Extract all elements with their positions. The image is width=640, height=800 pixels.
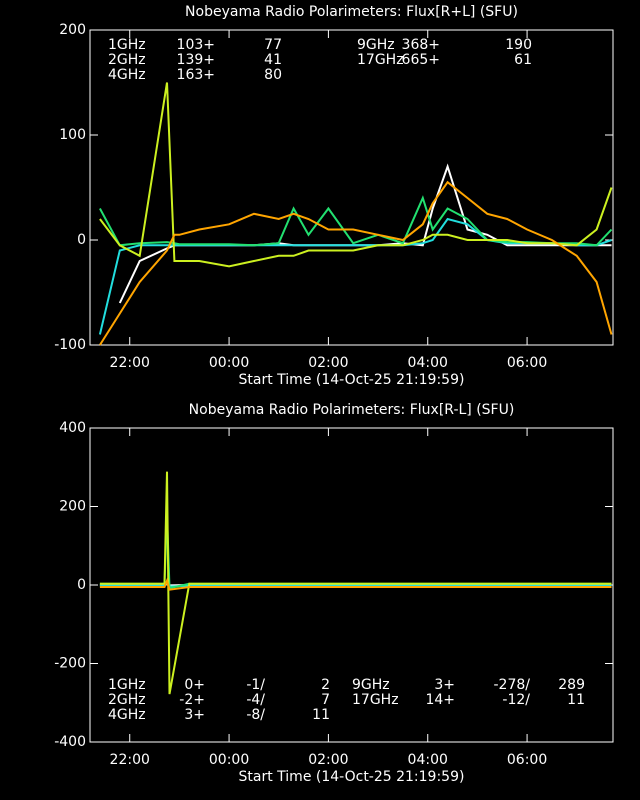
legend-label: 1GHz [108,677,146,693]
x-tick-label: 04:00 [408,752,448,768]
x-tick-label: 02:00 [308,355,348,371]
legend-label: 4GHz [108,67,146,83]
plot-frame [89,29,614,346]
series-line [99,195,613,247]
legend-value: 11 [567,692,585,708]
y-tick-label: 200 [59,22,86,38]
legend-label: 9GHz [357,37,395,53]
legend-value: -278/ [494,677,531,693]
y-tick-label: -200 [54,656,86,672]
x-tick-label: 06:00 [507,355,547,371]
legend-value: 80 [264,67,282,83]
series-line [99,471,612,695]
legend-value: -12/ [502,692,530,708]
legend-label: 2GHz [108,692,146,708]
y-tick-label: -100 [54,337,86,353]
legend-label: 2GHz [108,52,146,68]
legend-value: 289 [558,677,585,693]
series-line [99,577,612,591]
legend-value: 14+ [425,692,455,708]
y-tick-label: 0 [77,577,86,593]
legend-label: 4GHz [108,707,146,723]
legend-value: 163+ [177,67,215,83]
series-line [99,514,612,590]
x-tick-label: 04:00 [408,355,448,371]
legend-value: 61 [514,52,532,68]
y-tick-label: 0 [77,232,86,248]
y-tick-label: 400 [59,420,86,436]
legend-value: 0+ [184,677,205,693]
legend-value: 103+ [177,37,215,53]
legend-value: -8/ [246,707,265,723]
legend-value: 11 [312,707,330,723]
x-tick-label: 06:00 [507,752,547,768]
x-axis-label: Start Time (14-Oct-25 21:19:59) [239,372,465,388]
legend-value: 665+ [402,52,440,68]
legend-value: -2+ [179,692,205,708]
chart-title: Nobeyama Radio Polarimeters: Flux[R-L] (… [189,402,515,418]
y-tick-label: 100 [59,127,86,143]
legend-label: 9GHz [352,677,390,693]
x-axis-label: Start Time (14-Oct-25 21:19:59) [239,769,465,785]
series-line [99,180,613,346]
x-tick-label: 00:00 [209,355,249,371]
legend-value: 3+ [434,677,455,693]
legend-value: 7 [321,692,330,708]
legend-value: -4/ [246,692,265,708]
legend-value: 77 [264,37,282,53]
x-tick-label: 22:00 [110,355,150,371]
series-line [99,82,613,268]
series-line [98,217,612,335]
legend-value: 41 [264,52,282,68]
legend-value: 190 [505,37,532,53]
y-tick-label: 200 [59,499,86,515]
legend-value: 368+ [402,37,440,53]
y-tick-label: -400 [54,734,86,750]
x-tick-label: 02:00 [308,752,348,768]
legend-value: 3+ [184,707,205,723]
legend-label: 1GHz [108,37,146,53]
chart-title: Nobeyama Radio Polarimeters: Flux[R+L] (… [185,4,518,20]
legend-value: -1/ [246,677,265,693]
legend-value: 139+ [177,52,215,68]
legend-label: 17GHz [357,52,404,68]
legend-label: 17GHz [352,692,399,708]
x-tick-label: 22:00 [110,752,150,768]
x-tick-label: 00:00 [209,752,249,768]
legend-value: 2 [321,677,330,693]
